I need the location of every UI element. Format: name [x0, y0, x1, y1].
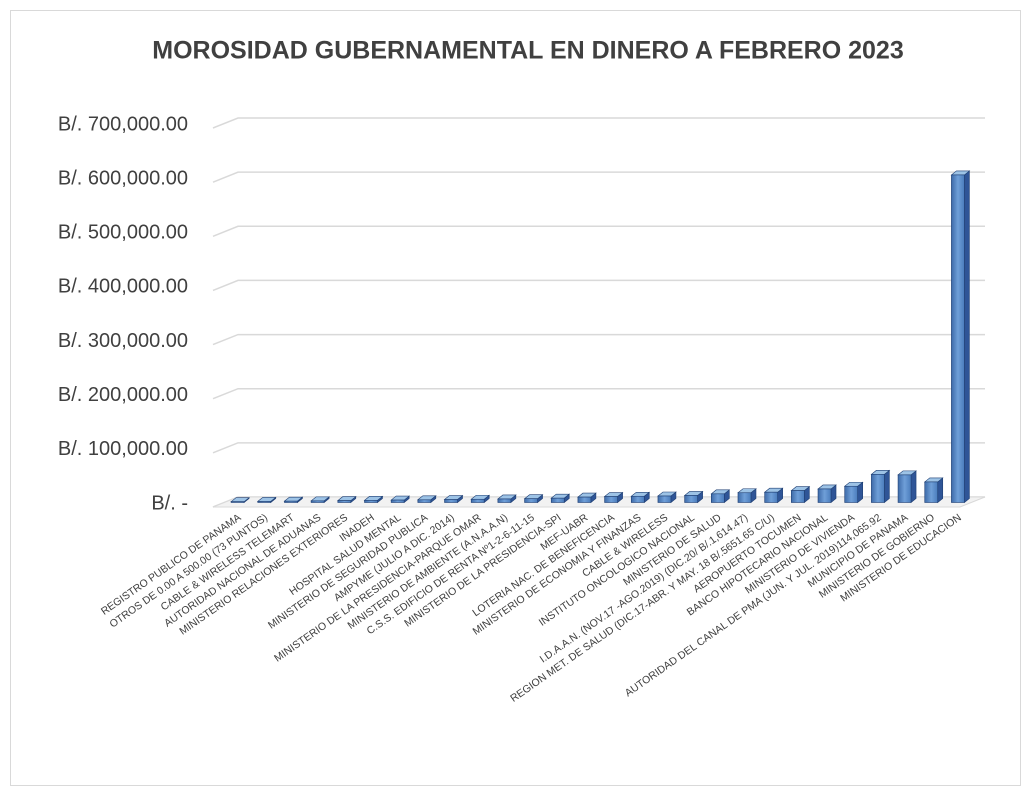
- bar: [363, 495, 384, 504]
- bar: [336, 495, 357, 504]
- bar: [256, 496, 277, 504]
- bar-front: [577, 496, 592, 503]
- bar-front: [390, 499, 405, 503]
- bar-front: [604, 496, 618, 503]
- bar-front: [764, 491, 778, 503]
- bar: [443, 494, 464, 504]
- y-tick-label: B/. 200,000.00: [58, 384, 188, 406]
- bar-front: [924, 481, 939, 503]
- bar-front: [284, 500, 298, 503]
- bar-front: [524, 498, 538, 503]
- bar: [710, 489, 731, 504]
- bar: [550, 493, 571, 504]
- bar-front: [364, 500, 378, 503]
- grid-line: [212, 117, 985, 129]
- grid-line: [212, 279, 985, 292]
- bar-side: [884, 469, 890, 504]
- bar-side: [964, 170, 970, 504]
- bar: [950, 170, 971, 504]
- grid-line: [212, 171, 985, 183]
- bar-front: [951, 174, 965, 503]
- y-tick-label: B/. -: [151, 492, 188, 514]
- bar-front: [737, 492, 752, 503]
- bar-front: [711, 493, 725, 503]
- bar: [763, 487, 784, 504]
- bar: [283, 496, 304, 504]
- bar: [497, 494, 517, 504]
- bar: [390, 495, 411, 504]
- bar-side: [910, 470, 917, 504]
- y-tick-label: B/. 500,000.00: [58, 222, 188, 244]
- bar: [683, 490, 704, 504]
- grid-line: [212, 387, 985, 400]
- bar: [523, 494, 544, 504]
- bar: [817, 484, 837, 504]
- bar: [470, 494, 491, 504]
- bar-front: [897, 474, 912, 503]
- bar: [230, 497, 250, 504]
- y-tick-label: B/. 400,000.00: [58, 276, 188, 298]
- bar: [603, 491, 624, 504]
- chart-frame: [10, 10, 1021, 786]
- y-tick-label: B/. 600,000.00: [58, 167, 188, 189]
- y-tick-label: B/. 300,000.00: [58, 330, 188, 352]
- bar: [577, 492, 597, 504]
- bar-front: [684, 495, 698, 503]
- grid-line: [212, 225, 985, 237]
- bar-front: [310, 500, 325, 503]
- y-tick-label: B/. 700,000.00: [58, 113, 188, 135]
- bar-front: [791, 490, 805, 503]
- bar-front: [337, 500, 352, 503]
- bar-front: [844, 485, 858, 503]
- bar-front: [657, 495, 672, 503]
- bar: [923, 477, 944, 504]
- grid-line: [212, 333, 985, 346]
- bar: [843, 481, 864, 504]
- bar-front: [444, 499, 458, 503]
- bar-front: [257, 501, 272, 503]
- bar: [310, 496, 330, 504]
- bar: [790, 485, 811, 504]
- bar: [870, 469, 891, 504]
- bar-front: [417, 499, 432, 503]
- bar: [737, 488, 757, 504]
- bar-front: [630, 495, 645, 503]
- chart-title: MOROSIDAD GUBERNAMENTAL EN DINERO A FEBR…: [152, 37, 903, 65]
- bar-front: [817, 488, 832, 503]
- grid-line: [212, 442, 985, 454]
- bar-front: [871, 474, 885, 503]
- bar-front: [230, 501, 245, 503]
- bar: [630, 491, 651, 504]
- bar: [657, 491, 677, 504]
- bar: [416, 495, 437, 504]
- bar: [897, 470, 917, 504]
- y-tick-label: B/. 100,000.00: [58, 438, 188, 460]
- bar-front: [470, 498, 485, 503]
- bar-front: [550, 497, 565, 503]
- bar-front: [497, 498, 512, 503]
